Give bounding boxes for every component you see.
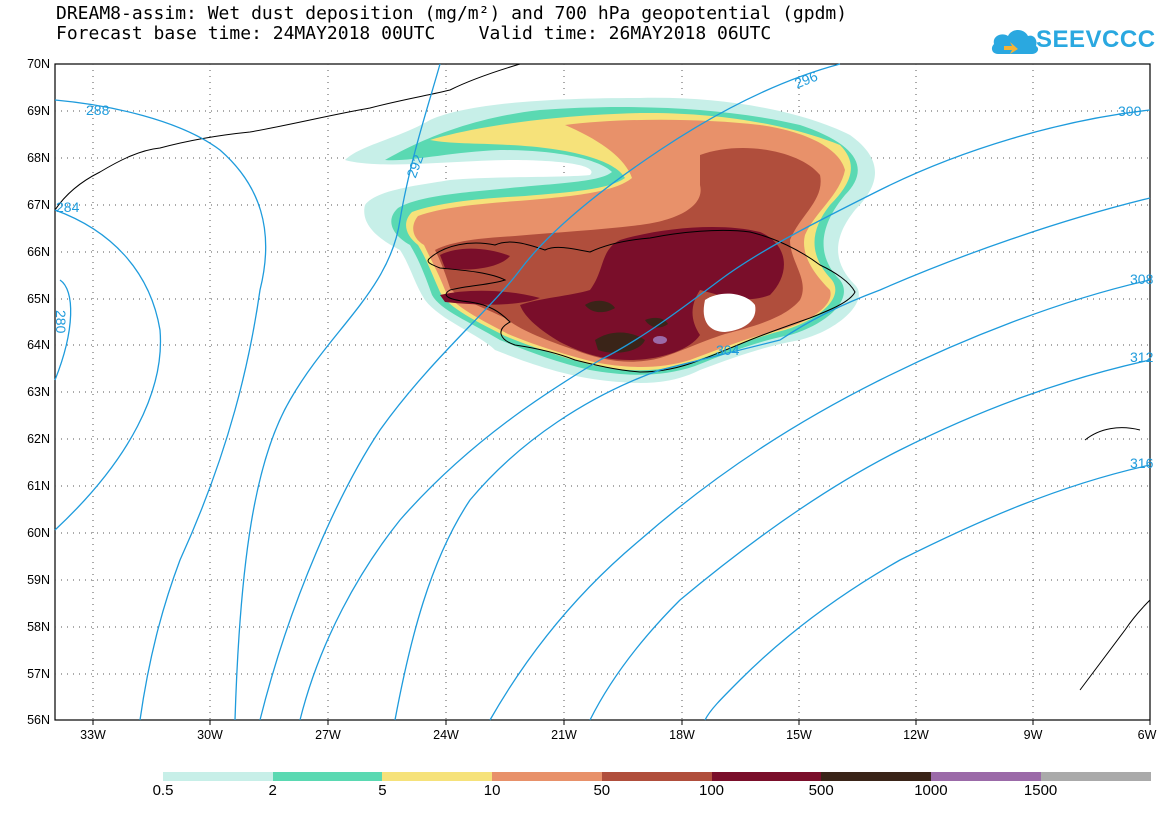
dust-level-1000 — [653, 336, 667, 344]
lat-label: 69N — [27, 104, 50, 118]
lat-label: 61N — [27, 479, 50, 493]
lat-label: 63N — [27, 385, 50, 399]
geopotential-contours — [54, 63, 1151, 721]
lat-label: 67N — [27, 198, 50, 212]
contour-288 — [54, 99, 267, 721]
colorbar-label: 50 — [593, 782, 611, 799]
chart-title: DREAM8-assim: Wet dust deposition (mg/m²… — [56, 3, 848, 24]
lat-label: 57N — [27, 667, 50, 681]
lat-label: 58N — [27, 620, 50, 634]
lon-label: 15W — [786, 728, 812, 742]
colorbar-label: 10 — [483, 782, 501, 799]
dust-free-area — [703, 293, 756, 332]
colorbar-label: 100 — [698, 782, 725, 799]
lat-label: 65N — [27, 292, 50, 306]
contour-280 — [54, 279, 72, 381]
lon-label: 27W — [315, 728, 341, 742]
lat-label: 56N — [27, 713, 50, 727]
lat-label: 60N — [27, 526, 50, 540]
scotland-coastline — [1079, 427, 1151, 691]
lat-label: 66N — [27, 245, 50, 259]
colorbar-swatch — [272, 772, 383, 781]
contour-label: 288 — [86, 102, 110, 118]
lon-label: 18W — [669, 728, 695, 742]
colorbar-swatch — [1040, 772, 1151, 781]
grid — [55, 64, 1150, 720]
contour-label: 308 — [1130, 271, 1154, 287]
lon-label: 30W — [197, 728, 223, 742]
lat-label: 70N — [27, 57, 50, 71]
colorbar-label: 2 — [268, 782, 277, 799]
lon-label: 24W — [433, 728, 459, 742]
contour-284 — [54, 209, 162, 531]
dust-level-100-west — [440, 248, 540, 305]
lat-label: 64N — [27, 338, 50, 352]
contour-292 — [234, 63, 441, 721]
colorbar-swatch — [821, 772, 932, 781]
contour-label: 316 — [1130, 455, 1154, 471]
contour-label: 284 — [56, 199, 80, 215]
dust-level-500 — [585, 300, 668, 353]
iceland-coastline — [427, 229, 856, 373]
cloud-icon — [991, 30, 1039, 54]
contour-label: 280 — [53, 310, 69, 334]
colorbar-swatch — [711, 772, 822, 781]
contour-304 — [394, 197, 1151, 721]
colorbar-swatch — [382, 772, 493, 781]
contour-label: 292 — [403, 152, 426, 180]
lon-label: 21W — [551, 728, 577, 742]
contour-316 — [704, 464, 1151, 721]
coastlines — [54, 63, 1151, 691]
contour-labels: 288 292 296 300 304 308 312 316 280 284 — [53, 68, 1154, 471]
contour-296 — [259, 63, 841, 721]
contour-label: 304 — [716, 342, 740, 358]
colorbar-label: 0.5 — [152, 782, 174, 799]
colorbar-label: 5 — [378, 782, 387, 799]
colorbar-swatch — [163, 772, 274, 781]
dust-level-100 — [520, 226, 784, 360]
logo-text: SEEVCCC — [1036, 26, 1156, 53]
contour-label: 300 — [1118, 103, 1142, 119]
lon-label: 33W — [80, 728, 106, 742]
colorbar-swatch — [930, 772, 1042, 781]
colorbar-label: 1000 — [914, 782, 948, 799]
contour-312 — [589, 359, 1151, 721]
chart-subtitle: Forecast base time: 24MAY2018 00UTC Vali… — [56, 23, 772, 44]
lon-label: 9W — [1023, 728, 1043, 742]
contour-label: 312 — [1130, 349, 1154, 365]
greenland-coastline — [54, 63, 521, 211]
lon-label: 6W — [1137, 728, 1157, 742]
lat-label: 62N — [27, 432, 50, 446]
colorbar-swatch — [601, 772, 712, 781]
contour-308 — [489, 279, 1151, 721]
lon-label: 12W — [903, 728, 929, 742]
colorbar-label: 500 — [808, 782, 834, 799]
dust-deposition-field — [345, 97, 875, 383]
colorbar-swatch — [492, 772, 603, 781]
axis-ticks — [92, 720, 1151, 725]
lat-label: 68N — [27, 151, 50, 165]
contour-300 — [299, 109, 1151, 721]
colorbar-label: 1500 — [1023, 782, 1058, 799]
lat-label: 59N — [27, 573, 50, 587]
